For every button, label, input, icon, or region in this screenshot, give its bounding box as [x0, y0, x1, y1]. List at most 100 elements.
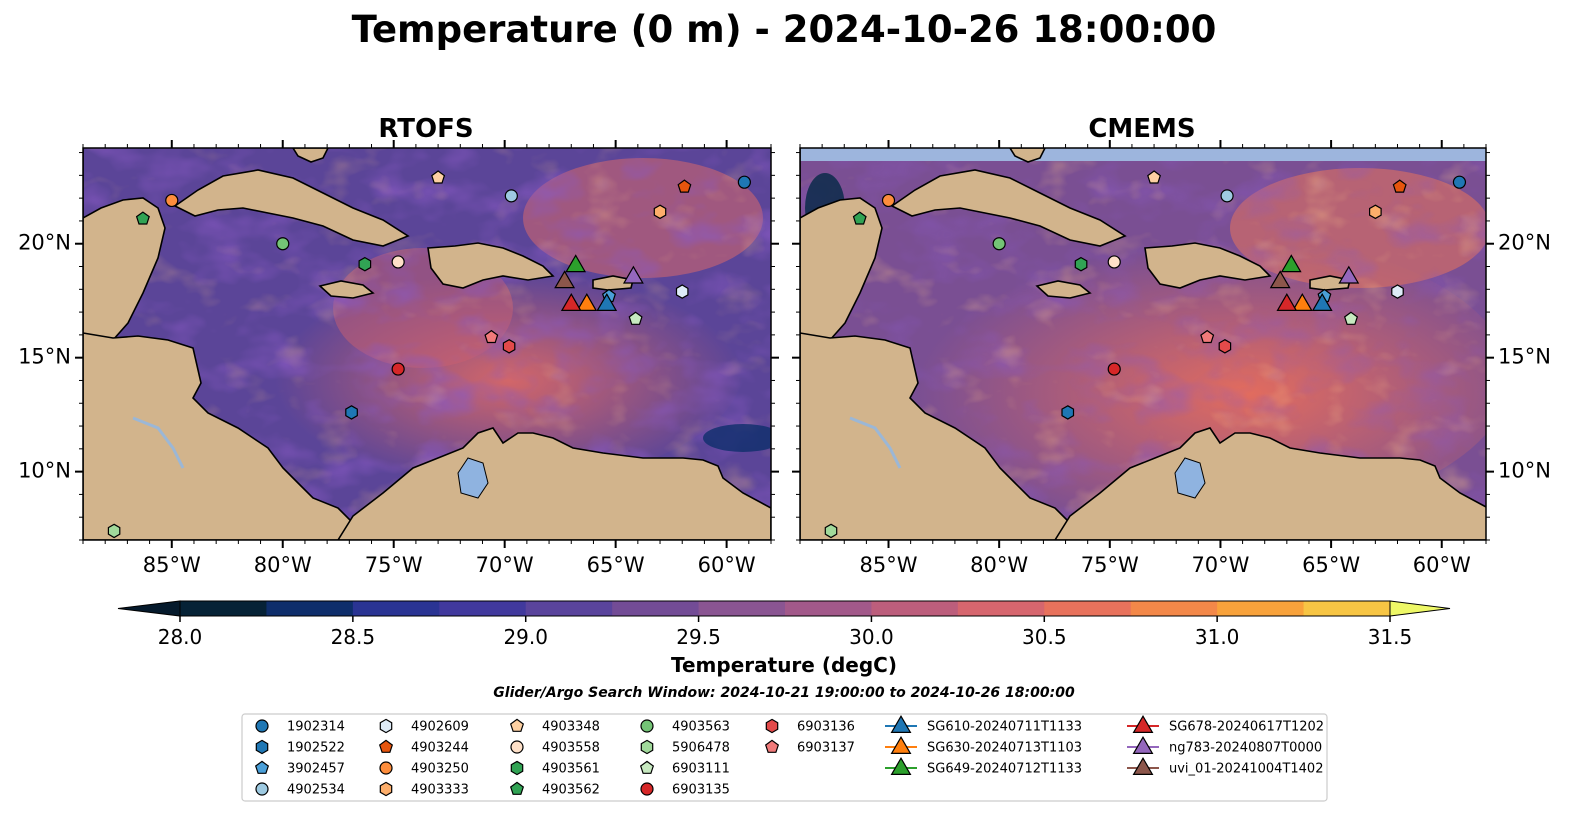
legend-label: 4903562: [542, 783, 600, 798]
lon-tick-label: 75°W: [365, 553, 423, 577]
legend-item-SG630-20240713T1103: SG630-20240713T1103: [885, 736, 1082, 756]
glider-SG649-20240712T1133: [1280, 254, 1302, 273]
legend-marker-SG678-20240617T1202: [1132, 715, 1154, 734]
legend-item-4903563: 4903563: [640, 719, 730, 735]
lon-tick-label: 80°W: [970, 553, 1028, 577]
legend-label: 6903135: [672, 783, 730, 798]
glider-ng783-20240807T0000: [622, 265, 644, 284]
argo-float-1902314: [737, 175, 751, 189]
lon-tick-label: 70°W: [1191, 553, 1249, 577]
argo-float-5906478: [107, 523, 121, 539]
glider-SG630-20240713T1103: [576, 292, 598, 311]
legend-label: SG610-20240711T1133: [927, 720, 1082, 735]
legend-label: uvi_01-20241004T1402: [1169, 762, 1323, 777]
colorbar-segment: [1303, 601, 1391, 616]
lat-tick-label: 10°N: [18, 459, 71, 483]
legend: 1902314 1902522 3902457 4902534 4902609 49032…: [241, 713, 1328, 802]
colorbar-tick-label: 30.5: [1022, 625, 1067, 649]
colorbar-tick-label: 31.0: [1195, 625, 1240, 649]
legend-marker-4902534: [255, 782, 269, 796]
colorbar-label: Temperature (degC): [671, 653, 897, 677]
lon-tick-label: 65°W: [1302, 553, 1360, 577]
legend-label: 5906478: [672, 741, 730, 756]
lon-tick-label: 85°W: [143, 553, 201, 577]
legend-label: 3902457: [287, 762, 345, 777]
glider-SG610-20240711T1133: [596, 292, 618, 311]
argo-float-4903348: [431, 170, 446, 184]
argo-float-4903244: [1392, 179, 1407, 193]
argo-float-4903250: [881, 193, 896, 208]
legend-marker-1902522: [255, 739, 269, 755]
argo-float-4903348: [1147, 170, 1162, 184]
legend-item-SG678-20240617T1202: SG678-20240617T1202: [1127, 715, 1324, 735]
argo-float-4902534: [1220, 189, 1234, 203]
argo-float-6903135: [391, 362, 405, 376]
lat-tick-label: 10°N: [1498, 459, 1551, 483]
glider-SG630-20240713T1103: [1291, 292, 1313, 311]
legend-item-5906478: 5906478: [640, 739, 730, 756]
colorbar-segment: [180, 601, 268, 616]
map-panel-cmems: 85°W 80°W 75°W 70°W 65°W 60°W 10°N 15°N 20°N: [792, 140, 1551, 577]
legend-item-3902457: 3902457: [254, 760, 345, 777]
glider-ng783-20240807T0000: [1338, 265, 1360, 284]
legend-marker-4903348: [509, 718, 525, 732]
colorbar-segment: [525, 601, 613, 616]
legend-marker-6903111: [639, 760, 655, 774]
legend-item-SG649-20240712T1133: SG649-20240712T1133: [885, 757, 1082, 777]
legend-item-SG610-20240711T1133: SG610-20240711T1133: [885, 715, 1082, 735]
colorbar-tick-label: 28.0: [158, 625, 203, 649]
legend-label: 4903561: [542, 762, 600, 777]
lon-tick-label: 70°W: [476, 553, 534, 577]
colorbar-extend-max: [1389, 600, 1451, 617]
legend-item-1902314: 1902314: [255, 719, 345, 735]
legend-label: ng783-20240807T0000: [1169, 741, 1322, 756]
glider-SG610-20240711T1133: [1311, 292, 1333, 311]
argo-float-6903111: [628, 311, 643, 325]
colorbar-tick-label: 28.5: [331, 625, 376, 649]
argo-float-4902534: [504, 189, 518, 203]
legend-marker-4903561: [510, 760, 524, 776]
argo-float-6903137: [1200, 329, 1215, 344]
legend-marker-5906478: [640, 739, 654, 755]
lon-tick-label: 60°W: [1413, 553, 1471, 577]
legend-item-4903558: 4903558: [510, 740, 600, 756]
argo-float-5906478: [824, 523, 838, 539]
legend-marker-4903250: [379, 761, 393, 775]
colorbar-tick-label: 29.0: [503, 625, 548, 649]
lon-tick-label: 65°W: [587, 553, 645, 577]
axes-rtofs: 85°W 80°W 75°W 70°W 65°W 60°W 10°N 15°N 20°N: [18, 140, 779, 577]
colorbar-segment: [1044, 601, 1132, 616]
legend-marker-3902457: [254, 760, 270, 774]
legend-item-4903333: 4903333: [379, 781, 469, 798]
colorbar-segment: [957, 601, 1045, 616]
map-panel-rtofs: 85°W 80°W 75°W 70°W 65°W 60°W 10°N 15°N 20°N: [18, 140, 779, 577]
argo-float-4903563: [276, 237, 290, 251]
argo-float-4903558: [391, 255, 405, 269]
argo-float-6903137: [484, 329, 499, 344]
argo-float-4903244: [677, 179, 692, 193]
argo-float-4903561: [358, 256, 372, 272]
legend-marker-1902314: [255, 719, 269, 733]
legend-label: 4903558: [542, 741, 600, 756]
legend-frame: [241, 713, 1328, 802]
legend-marker-6903136: [765, 718, 779, 734]
missing-data-band: [800, 148, 1486, 161]
argo-float-6903136: [502, 339, 516, 354]
colorbar-tick-label: 29.5: [676, 625, 721, 649]
legend-label: 4903333: [411, 783, 469, 798]
legend-label: 4903348: [542, 720, 600, 735]
glider-SG678-20240617T1202: [1276, 292, 1298, 311]
legend-marker-6903135: [640, 782, 654, 796]
legend-marker-ng783-20240807T0000: [1132, 736, 1154, 755]
legend-marker-uvi_01-20241004T1402: [1132, 757, 1154, 776]
legend-marker-SG630-20240713T1103: [890, 736, 912, 755]
colorbar-segment: [439, 601, 527, 616]
colorbar-segment: [266, 601, 354, 616]
legend-item-4902534: 4902534: [255, 782, 345, 798]
legend-label: SG678-20240617T1202: [1169, 720, 1324, 735]
lat-tick-label: 15°N: [1498, 345, 1551, 369]
colorbar-segment: [612, 601, 700, 616]
argo-float-4903562: [852, 211, 867, 225]
legend-label: SG630-20240713T1103: [927, 741, 1082, 756]
